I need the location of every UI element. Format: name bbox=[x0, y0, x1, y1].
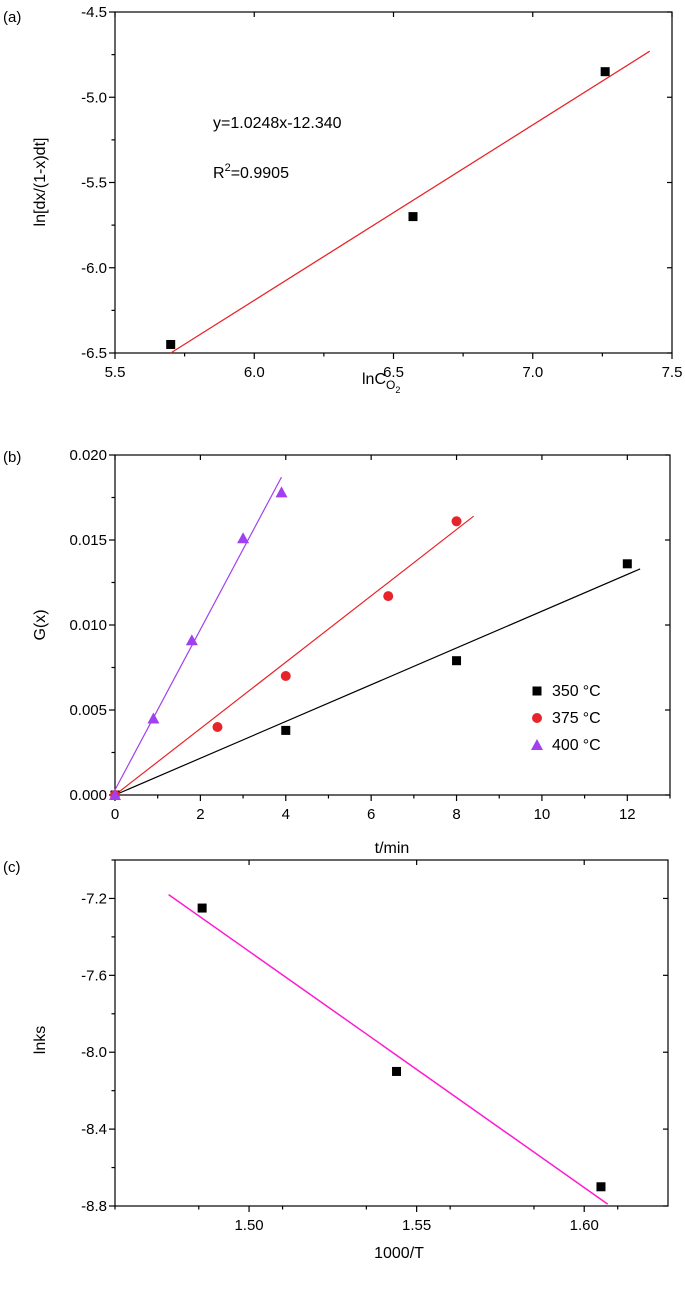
fit-line-400 bbox=[114, 476, 283, 791]
x-label-subsub: 2 bbox=[395, 385, 400, 395]
x-tick-label: 1.50 bbox=[234, 1217, 263, 1234]
panel-label: (c) bbox=[3, 859, 21, 876]
y-tick-label: 0.020 bbox=[69, 447, 107, 464]
y-tick-label: 0.010 bbox=[69, 617, 107, 634]
panel-0: 5.5 6.0 6.5 7.0 7.5 -6.5 -6.0 -5.5 -5.0 -4.5 (a) y=… bbox=[3, 4, 682, 395]
data-point-375 bbox=[212, 722, 223, 732]
x-tick-label: 12 bbox=[619, 806, 636, 823]
x-tick-label: 5.5 bbox=[105, 364, 126, 381]
data-point-375 bbox=[451, 516, 462, 527]
x-label-main: lnC bbox=[362, 371, 386, 388]
x-tick-label: 6.5 bbox=[383, 364, 404, 381]
x-tick-label: 2 bbox=[196, 806, 204, 823]
data-point bbox=[166, 339, 176, 349]
data-point-350 bbox=[452, 656, 462, 666]
y-tick-label: 0.005 bbox=[69, 702, 107, 719]
legend-value: 350 bbox=[552, 683, 579, 700]
y-tick-label: -8.4 bbox=[81, 1121, 107, 1138]
x-tick-label: 7.0 bbox=[522, 364, 543, 381]
x-tick-label: 10 bbox=[534, 806, 551, 823]
data-point-400 bbox=[185, 634, 198, 646]
legend-unit: °C bbox=[583, 683, 601, 700]
data-point-350 bbox=[281, 725, 291, 735]
y-tick-label: -5.5 bbox=[81, 175, 107, 192]
x-tick-label: 6 bbox=[367, 806, 375, 823]
legend-value: 375 bbox=[552, 710, 579, 727]
x-tick-label: 4 bbox=[282, 806, 290, 823]
fit-line bbox=[170, 50, 651, 354]
y-tick-label: -8.0 bbox=[81, 1044, 107, 1061]
legend-marker-350 bbox=[532, 686, 542, 696]
fit-line bbox=[168, 893, 609, 1205]
y-axis-label: lnks bbox=[32, 1026, 49, 1054]
fit-line-375 bbox=[114, 515, 474, 796]
y-tick-label: -4.5 bbox=[81, 4, 107, 21]
legend-value: 400 bbox=[552, 737, 579, 754]
data-point-375 bbox=[280, 671, 291, 681]
r-squared: R2=0.9905 bbox=[213, 162, 289, 182]
y-tick-label: 0.015 bbox=[69, 532, 107, 549]
plot-frame bbox=[114, 11, 673, 354]
legend-label-350: 350 °C bbox=[552, 683, 601, 700]
data-point-400 bbox=[147, 712, 160, 724]
legend-unit: °C bbox=[583, 737, 601, 754]
legend-marker-400 bbox=[531, 739, 543, 750]
data-point bbox=[408, 212, 418, 222]
r2-value: =0.9905 bbox=[231, 165, 289, 182]
x-tick-label: 0 bbox=[111, 806, 119, 823]
data-point bbox=[600, 67, 610, 77]
x-tick-label: 7.5 bbox=[662, 364, 683, 381]
panel-2: 1.50 1.55 1.60 -8.8 -8.4 -8.0 -7.6 -7.2 (c) 1000/… bbox=[3, 859, 669, 1262]
x-label-sub: O bbox=[386, 378, 395, 392]
data-point bbox=[197, 903, 207, 913]
y-tick-label: -5.0 bbox=[81, 89, 107, 106]
x-axis-label: t/min bbox=[375, 840, 410, 857]
y-axis-label: ln[dx/(1-x)dt] bbox=[32, 138, 49, 227]
data-point-375 bbox=[383, 591, 394, 602]
y-tick-label: -7.2 bbox=[81, 890, 107, 907]
y-axis-label: G(x) bbox=[32, 609, 49, 640]
x-axis-label: 1000/T bbox=[374, 1245, 424, 1262]
legend-marker-375 bbox=[532, 713, 542, 723]
r2-sup: 2 bbox=[225, 162, 231, 174]
data-point-350 bbox=[622, 559, 632, 569]
x-tick-label: 6.0 bbox=[244, 364, 265, 381]
x-tick-label: 8 bbox=[452, 806, 460, 823]
fit-equation: y=1.0248x-12.340 bbox=[213, 115, 342, 132]
x-tick-label: 1.55 bbox=[402, 1217, 431, 1234]
x-axis-label: lnCO2 bbox=[362, 371, 400, 395]
plot-frame bbox=[114, 859, 669, 1207]
legend-unit: °C bbox=[583, 710, 601, 727]
panel-1: 0 2 4 6 8 10 12 0.000 0.005 0.010 0.015 0.020 (b) 350… bbox=[3, 447, 671, 857]
legend-label-375: 375 °C bbox=[552, 710, 601, 727]
panel-label: (b) bbox=[3, 449, 21, 466]
x-tick-label: 1.60 bbox=[570, 1217, 599, 1234]
data-point-400 bbox=[275, 486, 288, 498]
legend-label-400: 400 °C bbox=[552, 737, 601, 754]
fit-line-350 bbox=[114, 568, 641, 796]
y-tick-label: 0.000 bbox=[69, 787, 107, 804]
y-tick-label: -6.5 bbox=[81, 345, 107, 362]
data-point bbox=[596, 1182, 606, 1192]
data-point bbox=[392, 1066, 402, 1076]
data-point-400 bbox=[237, 532, 250, 544]
y-tick-label: -7.6 bbox=[81, 967, 107, 984]
data-point-400 bbox=[109, 789, 121, 800]
y-tick-label: -6.0 bbox=[81, 260, 107, 277]
r2-prefix: R bbox=[213, 165, 225, 182]
y-tick-label: -8.8 bbox=[81, 1198, 107, 1215]
panel-label: (a) bbox=[3, 9, 21, 26]
